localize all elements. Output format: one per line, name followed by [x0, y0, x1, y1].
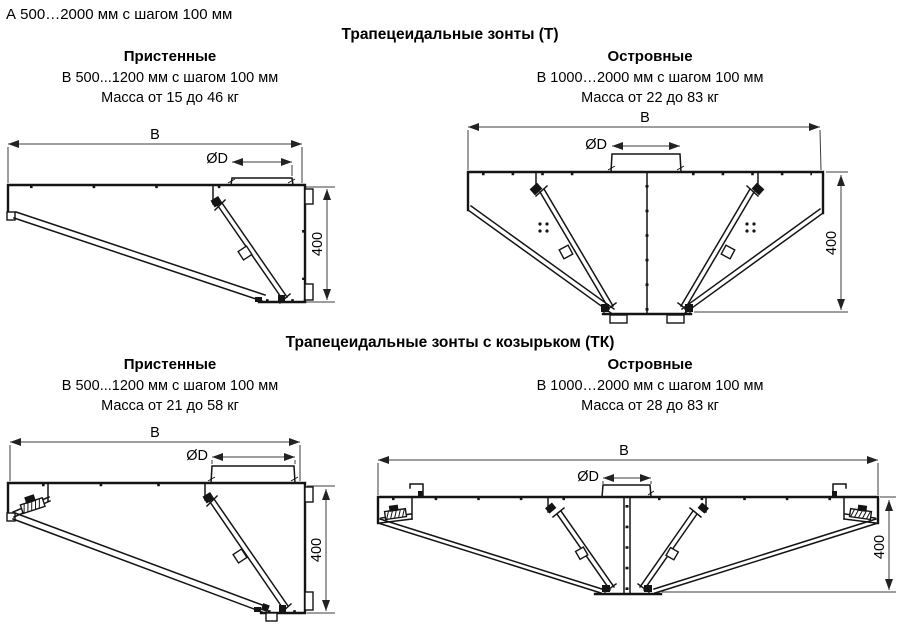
drawing-tk-wall: В ØD 400	[6, 425, 335, 622]
top-note: А 500…2000 мм с шагом 100 мм	[6, 6, 233, 23]
width-dim-label: В	[150, 425, 160, 441]
spec-subtitle: Пристенные	[123, 48, 217, 65]
spec-subtitle: Островные	[607, 356, 693, 373]
drawing-tk-island: В ØD 400	[376, 443, 896, 596]
depth-dim-label: 400	[824, 231, 840, 255]
drawing-t-island: В ØD 400	[466, 110, 848, 324]
spec-block-t-island: Островные В 1000…2000 мм с шагом 100 мм …	[500, 46, 800, 108]
spec-mass: Масса от 15 до 46 кг	[101, 90, 239, 106]
diameter-dim-label: ØD	[585, 137, 607, 153]
spec-subtitle: Пристенные	[123, 356, 217, 373]
spec-block-t-wall: Пристенные В 500...1200 мм с шагом 100 м…	[20, 46, 320, 108]
depth-dim-label: 400	[872, 535, 888, 559]
diameter-dim-label: ØD	[186, 448, 208, 464]
spec-subtitle: Островные	[607, 48, 693, 65]
spec-mass: Масса от 28 до 83 кг	[581, 398, 719, 414]
spec-size-range: В 500...1200 мм с шагом 100 мм	[61, 70, 279, 86]
section-title-tk: Трапецеидальные зонты с козырьком (ТК)	[285, 334, 615, 351]
diameter-dim-label: ØD	[577, 469, 599, 485]
depth-dim-label: 400	[309, 538, 325, 562]
depth-dim-label: 400	[310, 232, 326, 256]
spec-size-range: В 1000…2000 мм с шагом 100 мм	[536, 378, 764, 394]
spec-size-range: В 1000…2000 мм с шагом 100 мм	[536, 70, 764, 86]
spec-mass: Масса от 21 до 58 кг	[101, 398, 239, 414]
drawing-t-wall: В ØD 400	[6, 127, 335, 305]
spec-block-tk-island: Островные В 1000…2000 мм с шагом 100 мм …	[500, 354, 800, 416]
width-dim-label: В	[150, 127, 160, 143]
spec-size-range: В 500...1200 мм с шагом 100 мм	[61, 378, 279, 394]
spec-block-tk-wall: Пристенные В 500...1200 мм с шагом 100 м…	[20, 354, 320, 416]
spec-mass: Масса от 22 до 83 кг	[581, 90, 719, 106]
section-title-t: Трапецеидальные зонты (Т)	[341, 26, 559, 43]
width-dim-label: В	[619, 443, 629, 459]
diameter-dim-label: ØD	[206, 151, 228, 167]
width-dim-label: В	[640, 110, 650, 126]
